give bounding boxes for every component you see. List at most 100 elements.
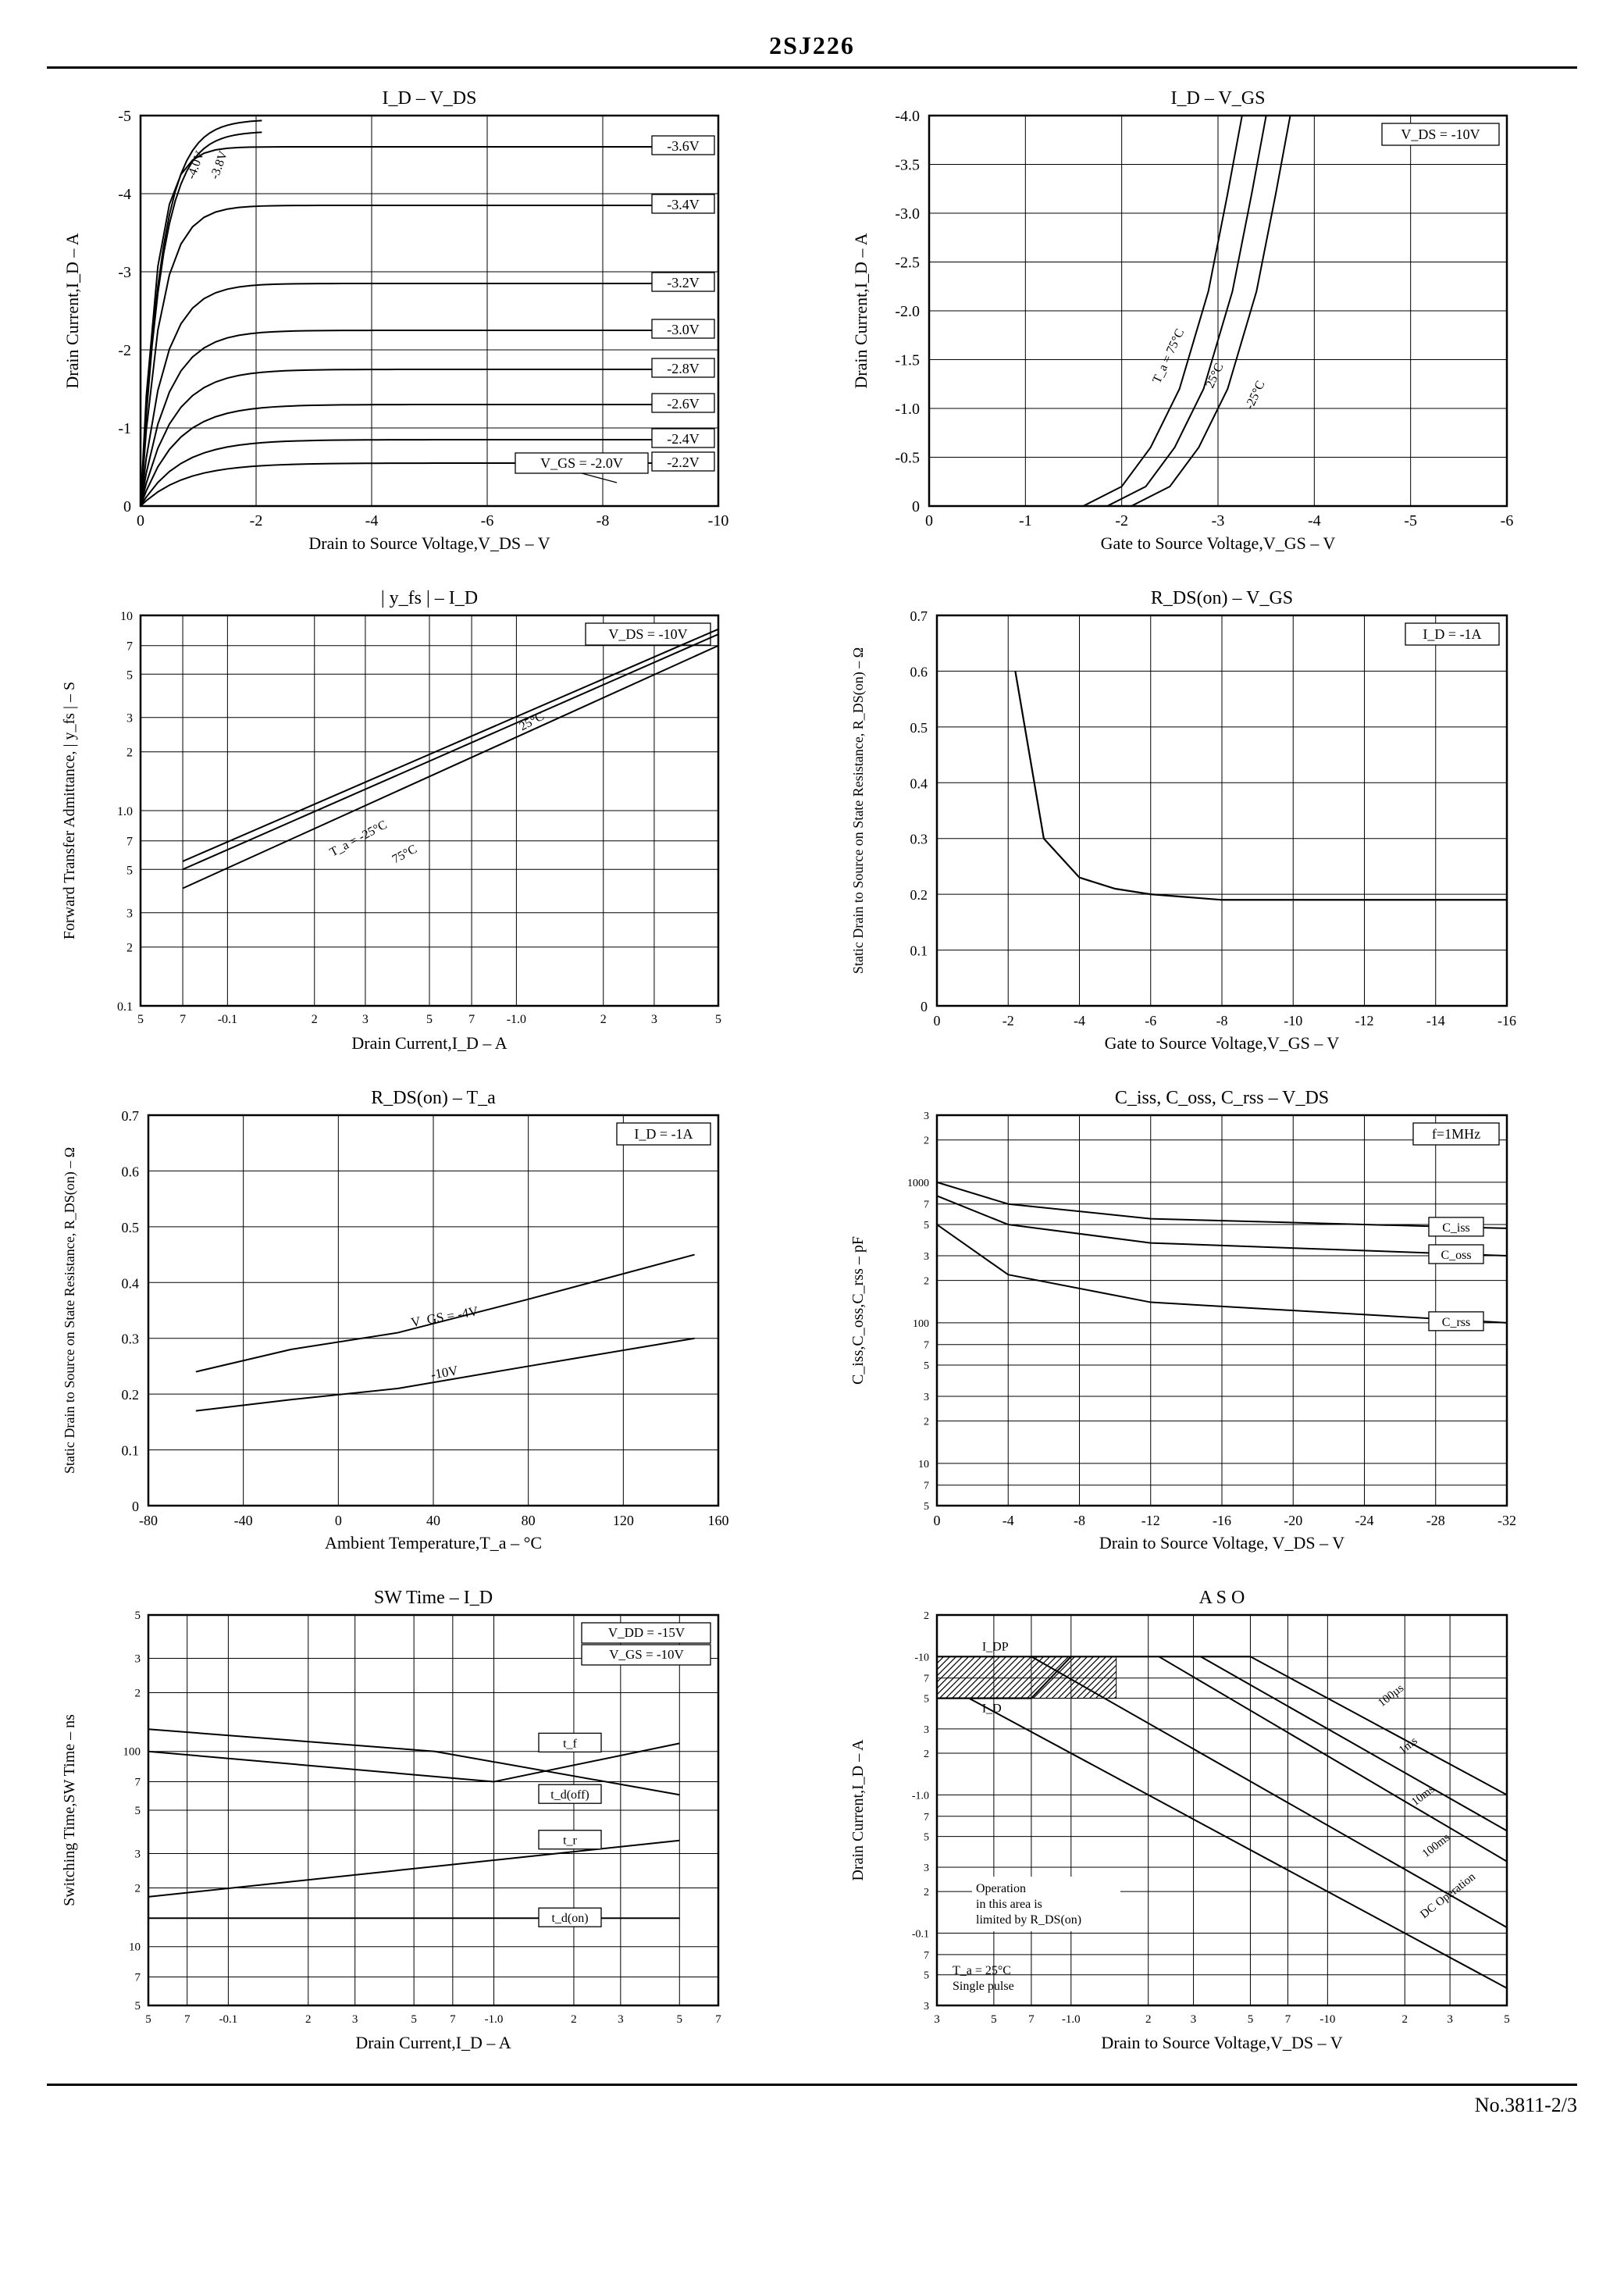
svg-text:80: 80 bbox=[522, 1513, 536, 1528]
svg-text:-5: -5 bbox=[1404, 512, 1417, 529]
svg-text:0.1: 0.1 bbox=[117, 1000, 133, 1014]
title-rule bbox=[47, 66, 1577, 69]
svg-text:A S O: A S O bbox=[1199, 1588, 1245, 1608]
svg-text:2: 2 bbox=[924, 1749, 929, 1760]
svg-text:Operation: Operation bbox=[976, 1882, 1026, 1895]
svg-text:Forward Transfer Admittance, |: Forward Transfer Admittance, | y_fs | – … bbox=[61, 682, 78, 939]
svg-text:5: 5 bbox=[1248, 2013, 1254, 2026]
svg-text:Drain to Source Voltage, V_DS: Drain to Source Voltage, V_DS – V bbox=[1099, 1533, 1344, 1553]
svg-text:2: 2 bbox=[312, 1013, 318, 1026]
svg-text:160: 160 bbox=[708, 1513, 729, 1528]
svg-text:0.1: 0.1 bbox=[122, 1443, 140, 1459]
svg-text:-2.5: -2.5 bbox=[895, 255, 920, 272]
svg-text:3: 3 bbox=[924, 1110, 929, 1122]
svg-text:0.4: 0.4 bbox=[122, 1275, 140, 1291]
svg-text:3: 3 bbox=[126, 907, 133, 921]
svg-text:0.3: 0.3 bbox=[910, 832, 928, 847]
svg-text:5: 5 bbox=[126, 668, 133, 682]
svg-text:100: 100 bbox=[123, 1746, 141, 1759]
svg-text:Static Drain to Source on Stat: Static Drain to Source on State Resistan… bbox=[850, 647, 867, 974]
svg-text:2: 2 bbox=[924, 1610, 929, 1622]
svg-text:5: 5 bbox=[426, 1013, 433, 1026]
svg-text:-3: -3 bbox=[118, 264, 131, 281]
svg-text:t_f: t_f bbox=[563, 1737, 577, 1750]
svg-text:3: 3 bbox=[924, 1392, 929, 1403]
svg-text:-8: -8 bbox=[1074, 1513, 1085, 1528]
svg-text:100ms: 100ms bbox=[1420, 1831, 1453, 1860]
svg-text:120: 120 bbox=[613, 1513, 634, 1528]
svg-text:-1: -1 bbox=[118, 420, 131, 437]
svg-text:7: 7 bbox=[184, 2013, 191, 2026]
svg-text:-5: -5 bbox=[118, 108, 131, 125]
svg-text:7: 7 bbox=[126, 836, 133, 849]
svg-text:5: 5 bbox=[1504, 2013, 1510, 2026]
svg-text:-4: -4 bbox=[1003, 1513, 1014, 1528]
svg-text:Drain to Source Voltage,V_DS –: Drain to Source Voltage,V_DS – V bbox=[308, 533, 550, 553]
svg-text:10: 10 bbox=[120, 610, 133, 623]
svg-text:7: 7 bbox=[924, 1340, 929, 1352]
svg-text:-80: -80 bbox=[139, 1513, 158, 1528]
svg-text:V_GS = -10V: V_GS = -10V bbox=[609, 1647, 684, 1662]
svg-text:0.1: 0.1 bbox=[910, 943, 928, 959]
svg-text:0.6: 0.6 bbox=[910, 664, 928, 679]
chart-rds-ta: R_DS(on) – T_a-80-400408012016000.10.20.… bbox=[47, 1084, 789, 1568]
chart-id-vgs: I_D – V_GS0-1-2-3-4-5-60-0.5-1.0-1.5-2.0… bbox=[835, 84, 1577, 569]
svg-text:5: 5 bbox=[137, 1013, 144, 1026]
svg-text:0: 0 bbox=[925, 512, 933, 529]
svg-text:Drain to Source Voltage,V_DS –: Drain to Source Voltage,V_DS – V bbox=[1101, 2033, 1342, 2052]
svg-text:2: 2 bbox=[924, 1276, 929, 1288]
svg-text:-24: -24 bbox=[1355, 1513, 1374, 1528]
svg-text:V_DD = -15V: V_DD = -15V bbox=[608, 1625, 686, 1640]
svg-text:0.7: 0.7 bbox=[910, 608, 928, 624]
svg-text:40: 40 bbox=[426, 1513, 440, 1528]
svg-text:-1.0: -1.0 bbox=[507, 1013, 526, 1026]
svg-text:3: 3 bbox=[126, 712, 133, 725]
svg-text:Ambient Temperature,T_a – °C: Ambient Temperature,T_a – °C bbox=[325, 1533, 542, 1553]
svg-text:7: 7 bbox=[180, 1013, 186, 1026]
svg-text:C_rss: C_rss bbox=[1442, 1316, 1470, 1329]
svg-text:7: 7 bbox=[126, 640, 133, 654]
svg-text:Static Drain to Source on Stat: Static Drain to Source on State Resistan… bbox=[62, 1147, 78, 1474]
svg-text:-4: -4 bbox=[1074, 1013, 1085, 1028]
svg-text:-28: -28 bbox=[1426, 1513, 1445, 1528]
svg-text:0: 0 bbox=[335, 1513, 342, 1528]
svg-text:0.6: 0.6 bbox=[122, 1164, 140, 1179]
svg-text:Drain Current,I_D – A: Drain Current,I_D – A bbox=[351, 1033, 507, 1053]
svg-text:t_d(off): t_d(off) bbox=[550, 1788, 589, 1802]
svg-text:-20: -20 bbox=[1284, 1513, 1302, 1528]
chart-ciss: C_iss, C_oss, C_rss – V_DS0-4-8-12-16-20… bbox=[835, 1084, 1577, 1568]
chart-aso: A S O357-1.02357-10235357-0.12357-1.0235… bbox=[835, 1584, 1577, 2068]
svg-text:0.2: 0.2 bbox=[910, 887, 928, 903]
svg-text:-6: -6 bbox=[1501, 512, 1514, 529]
svg-text:-0.1: -0.1 bbox=[219, 2013, 238, 2026]
svg-text:1.0: 1.0 bbox=[117, 805, 133, 818]
svg-text:5: 5 bbox=[924, 1360, 929, 1372]
svg-text:5: 5 bbox=[715, 1013, 721, 1026]
svg-text:-12: -12 bbox=[1141, 1513, 1160, 1528]
svg-text:V_GS = -2.0V: V_GS = -2.0V bbox=[540, 455, 623, 471]
svg-text:7: 7 bbox=[135, 1776, 141, 1788]
svg-text:2: 2 bbox=[135, 1687, 141, 1699]
svg-text:V_DS = -10V: V_DS = -10V bbox=[608, 626, 687, 642]
svg-text:2: 2 bbox=[135, 1882, 141, 1895]
svg-text:-2: -2 bbox=[118, 342, 131, 359]
svg-text:5: 5 bbox=[991, 2013, 997, 2026]
svg-text:-1.0: -1.0 bbox=[895, 401, 920, 418]
svg-text:I_D = -1A: I_D = -1A bbox=[1423, 626, 1481, 642]
svg-text:-2: -2 bbox=[1115, 512, 1128, 529]
chart-rds-vgs: R_DS(on) – V_GS0-2-4-6-8-10-12-14-1600.1… bbox=[835, 584, 1577, 1068]
svg-text:-3.8V: -3.8V bbox=[208, 149, 230, 181]
svg-text:-0.5: -0.5 bbox=[895, 450, 920, 467]
svg-text:SW Time – I_D: SW Time – I_D bbox=[374, 1588, 493, 1608]
svg-text:10: 10 bbox=[129, 1941, 141, 1954]
svg-text:0: 0 bbox=[934, 1513, 941, 1528]
svg-text:Single pulse: Single pulse bbox=[953, 1980, 1014, 1993]
chart-id-vds: I_D – V_DS0-2-4-6-8-100-1-2-3-4-5Drain t… bbox=[47, 84, 789, 569]
svg-text:-1.5: -1.5 bbox=[895, 352, 920, 369]
svg-text:-2: -2 bbox=[1003, 1013, 1014, 1028]
svg-text:0: 0 bbox=[912, 498, 920, 515]
svg-text:-1.0: -1.0 bbox=[485, 2013, 504, 2026]
svg-text:-2.2V: -2.2V bbox=[667, 455, 700, 470]
svg-text:-40: -40 bbox=[234, 1513, 253, 1528]
svg-text:2: 2 bbox=[305, 2013, 312, 2026]
